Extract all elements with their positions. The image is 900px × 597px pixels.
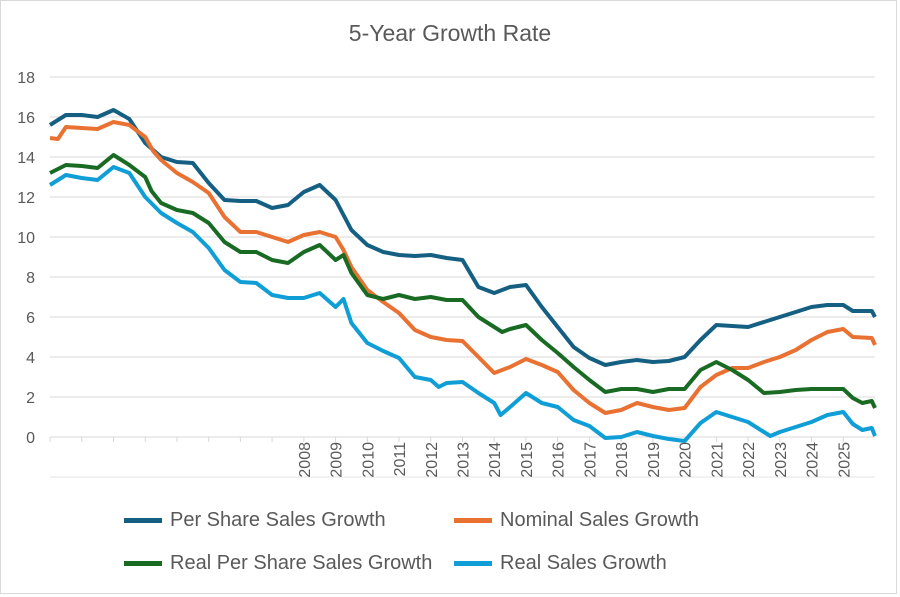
legend-label: Per Share Sales Growth bbox=[170, 509, 386, 531]
x-tick-label: 2009 bbox=[329, 442, 346, 478]
y-tick-label: 14 bbox=[17, 150, 35, 167]
legend-swatch bbox=[454, 518, 492, 523]
series-line-nominal-sales-growth bbox=[49, 120, 877, 415]
series-line-per-share-sales-growth bbox=[48, 108, 877, 367]
legend-swatch bbox=[454, 561, 492, 566]
x-tick-label: 2022 bbox=[741, 442, 758, 478]
y-tick-label: 2 bbox=[26, 390, 35, 407]
x-tick-label: 2024 bbox=[805, 442, 822, 478]
legend-swatch bbox=[124, 561, 162, 566]
legend-item-per-share-sales-growth: Per Share Sales Growth bbox=[124, 509, 386, 532]
y-tick-label: 10 bbox=[17, 230, 35, 247]
legend-swatch bbox=[124, 518, 162, 523]
x-tick-label: 2013 bbox=[456, 442, 473, 478]
x-tick-label: 2023 bbox=[773, 442, 790, 478]
legend-label: Real Per Share Sales Growth bbox=[170, 552, 433, 574]
x-tick-label: 2025 bbox=[836, 442, 853, 478]
x-tick-label: 2018 bbox=[614, 442, 631, 478]
x-tick-label: 2010 bbox=[360, 442, 377, 478]
y-tick-label: 18 bbox=[17, 70, 35, 87]
x-tick-label: 2016 bbox=[551, 442, 568, 478]
y-tick-label: 6 bbox=[26, 310, 35, 327]
x-tick-label: 2015 bbox=[519, 442, 536, 478]
legend-label: Real Sales Growth bbox=[500, 552, 667, 574]
y-tick-label: 4 bbox=[26, 350, 35, 367]
x-tick-label: 2021 bbox=[709, 442, 726, 478]
y-tick-label: 0 bbox=[26, 430, 35, 447]
legend-label: Nominal Sales Growth bbox=[500, 509, 699, 531]
legend-item-real-per-share-sales-growth: Real Per Share Sales Growth bbox=[124, 552, 432, 575]
y-tick-label: 12 bbox=[17, 190, 35, 207]
x-tick-label: 2017 bbox=[582, 442, 599, 478]
x-tick-label: 2019 bbox=[646, 442, 663, 478]
series-line-real-per-share-sales-growth bbox=[49, 153, 877, 409]
x-tick-label: 2011 bbox=[392, 442, 409, 477]
x-tick-label: 2012 bbox=[424, 442, 441, 478]
x-tick-label: 2008 bbox=[297, 442, 314, 478]
x-tick-label: 2014 bbox=[487, 442, 504, 478]
legend-item-nominal-sales-growth: Nominal Sales Growth bbox=[454, 509, 699, 532]
x-tick-label: 2020 bbox=[678, 442, 695, 478]
chart-title: 5-Year Growth Rate bbox=[348, 20, 552, 46]
legend-item-real-sales-growth: Real Sales Growth bbox=[454, 552, 667, 575]
y-tick-label: 16 bbox=[17, 110, 35, 127]
series-line-real-sales-growth bbox=[48, 165, 877, 443]
y-tick-label: 8 bbox=[26, 270, 35, 287]
